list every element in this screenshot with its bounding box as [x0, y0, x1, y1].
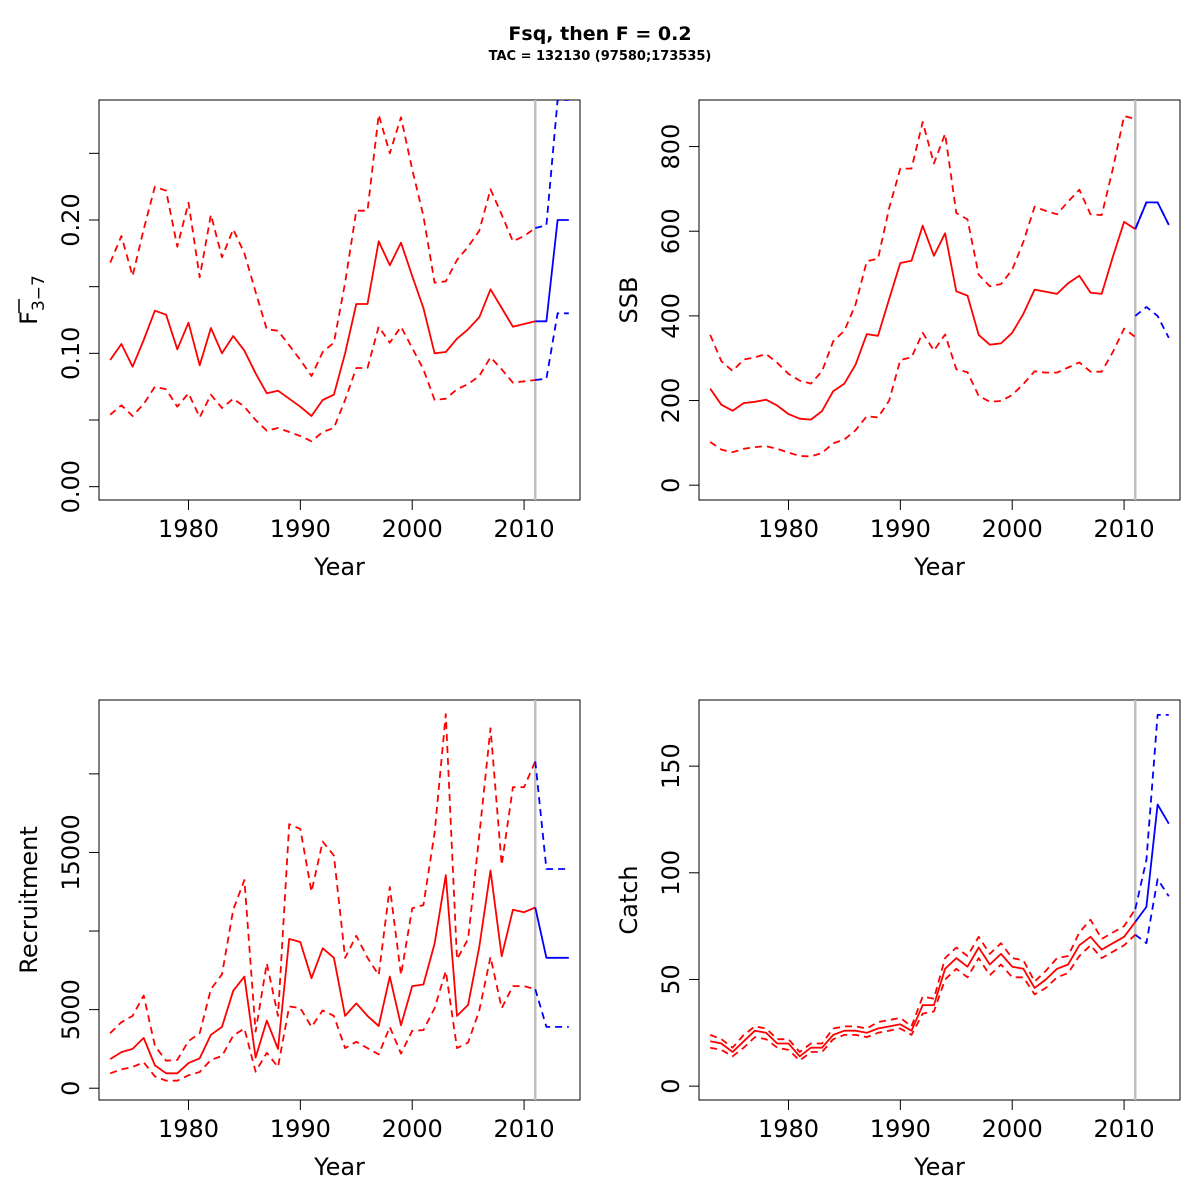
fbar-x-axis-label: Year: [313, 553, 365, 581]
catch-y-axis-label: Catch: [615, 865, 643, 934]
fbar-proj-median-line: [535, 219, 569, 323]
ssb-x-tick-label: 1990: [870, 515, 931, 543]
panel-catch: 1980 1990 2000 2010 0 50 100 150 Year Catch: [615, 699, 1181, 1181]
catch-plot-frame: [698, 699, 1181, 1101]
ssb-y-tick-label: 600: [657, 208, 685, 254]
ssb-proj-lower-line: [1134, 306, 1170, 339]
fbar-y-tick-label: 0.10: [57, 327, 85, 380]
fbar-hist-lower-line: [109, 325, 536, 443]
fbar-proj-upper-line: [535, 100, 569, 229]
rec-x-axis-label: Year: [313, 1153, 365, 1181]
rec-proj-upper-line: [534, 761, 569, 870]
ssb-x-axis-label: Year: [913, 553, 965, 581]
catch-y-tick-label: 150: [657, 743, 685, 789]
ssb-hist-lower-line: [709, 327, 1136, 458]
catch-proj-upper-line: [1134, 714, 1169, 910]
catch-hist-lower-line: [710, 934, 1136, 1062]
ssb-y-tick-label: 400: [657, 293, 685, 339]
rec-x-tick-label: 2010: [494, 1115, 555, 1143]
fbar-x-tick-label: 2000: [382, 515, 443, 543]
catch-y-tick-label: 100: [657, 850, 685, 896]
rec-x-tick-label: 1980: [158, 1115, 219, 1143]
rec-y-tick-label: 15000: [57, 814, 85, 890]
rec-x-tick-label: 2000: [382, 1115, 443, 1143]
ssb-y-axis-label: SSB: [615, 277, 643, 324]
fbar-y-tick-label: 0.20: [57, 193, 85, 246]
panel-fbar: 1980 1990 2000 2010 0.00 0.10 0.20 Year F3−7: [15, 99, 581, 581]
fbar-x-tick-label: 1990: [270, 515, 331, 543]
catch-proj-median-line: [1134, 803, 1170, 923]
catch-x-tick-label: 2000: [982, 1115, 1043, 1143]
ssb-y-tick-label: 0: [657, 478, 685, 493]
fbar-hist-median-line: [109, 240, 536, 417]
fbar-x-tick-label: 1980: [158, 515, 219, 543]
fbar-y-axis-label: F3−7: [15, 275, 49, 325]
fbar-x-tick-label: 2010: [494, 515, 555, 543]
catch-x-tick-label: 2010: [1094, 1115, 1155, 1143]
catch-y-tick-label: 50: [657, 964, 685, 995]
catch-x-axis-label: Year: [913, 1153, 965, 1181]
catch-hist-upper-line: [709, 908, 1137, 1053]
rec-y-tick-label: 5000: [57, 979, 85, 1040]
figure-subtitle: TAC = 132130 (97580;173535): [489, 49, 712, 64]
catch-y-tick-label: 0: [657, 1078, 685, 1093]
ssb-hist-median-line: [709, 221, 1136, 421]
ssb-x-tick-label: 2000: [982, 515, 1043, 543]
panel-ssb: 1980 1990 2000 2010 0 200 400 600 800 Year SSB: [615, 99, 1181, 581]
panel-recruitment: 1980 1990 2000 2010 0 5000 15000 Year Recruitmen…: [15, 699, 581, 1181]
fbar-y-tick-label: 0.00: [57, 460, 85, 513]
fbar-proj-lower-line: [535, 312, 569, 381]
ssb-y-tick-label: 800: [657, 124, 685, 170]
ssb-x-tick-label: 1980: [758, 515, 819, 543]
catch-x-tick-label: 1990: [870, 1115, 931, 1143]
ssb-proj-median-line: [1134, 201, 1170, 230]
rec-hist-lower-line: [109, 956, 536, 1082]
ssb-y-tick-label: 200: [657, 378, 685, 424]
ssb-x-tick-label: 2010: [1094, 515, 1155, 543]
catch-x-tick-label: 1980: [758, 1115, 819, 1143]
rec-hist-median-line: [109, 869, 536, 1075]
catch-hist-median-line: [710, 921, 1137, 1058]
ssb-hist-upper-line: [709, 115, 1136, 385]
rec-x-tick-label: 1990: [270, 1115, 331, 1143]
rec-proj-lower-line: [534, 988, 569, 1028]
rec-y-axis-label: Recruitment: [15, 826, 43, 973]
catch-proj-lower-line: [1134, 878, 1170, 945]
rec-proj-median-line: [534, 907, 569, 959]
figure-title: Fsq, then F = 0.2: [508, 23, 691, 45]
rec-y-tick-label: 0: [57, 1081, 85, 1096]
rec-hist-upper-line: [109, 713, 537, 1062]
ssb-plot-frame: [698, 99, 1181, 501]
fbar-plot-frame: [98, 99, 581, 501]
rec-plot-frame: [98, 699, 581, 1101]
fbar-hist-upper-line: [109, 113, 536, 377]
